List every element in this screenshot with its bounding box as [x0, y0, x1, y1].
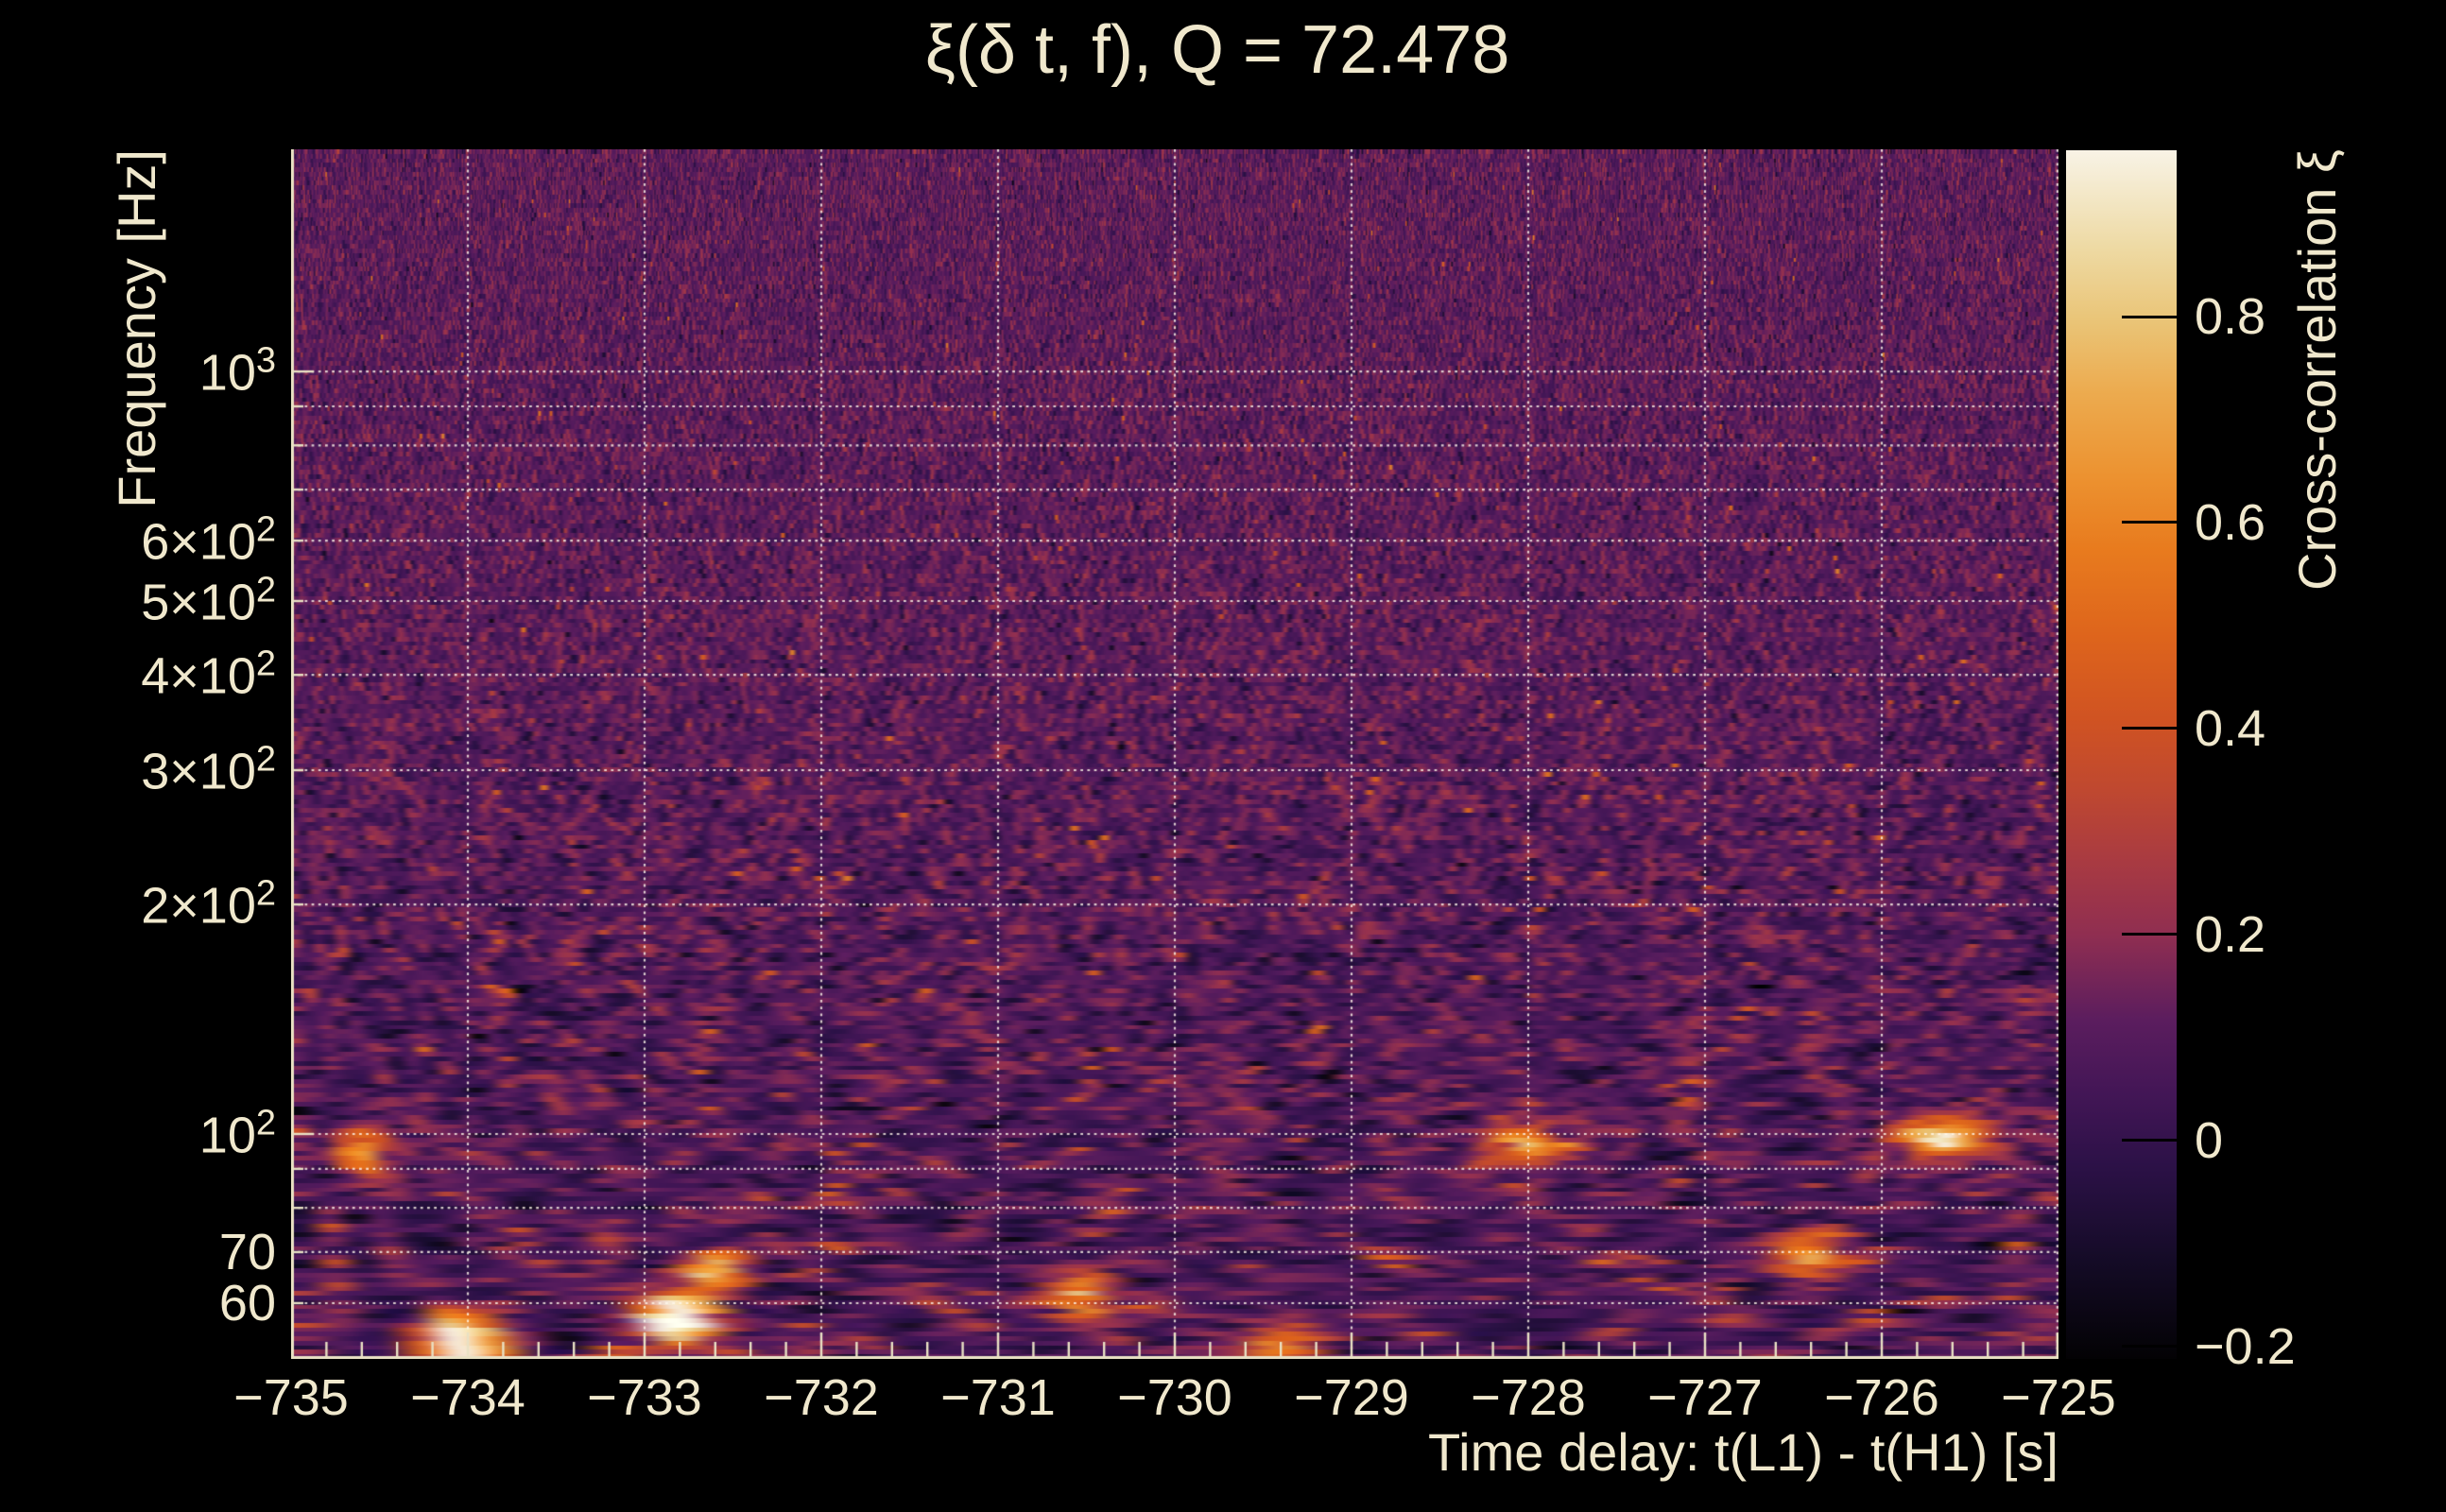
- y-tick-label: 2×102: [141, 873, 276, 935]
- x-tick-label: −734: [410, 1369, 525, 1426]
- heatmap-plot-area: [291, 149, 2058, 1359]
- colorbar-tick-label: 0: [2195, 1111, 2224, 1169]
- x-tick-label: −730: [1117, 1369, 1232, 1426]
- x-tick-label: −727: [1647, 1369, 1763, 1426]
- colorbar-tick-mark: [2122, 315, 2177, 318]
- y-tick-label: 3×102: [141, 739, 276, 800]
- x-axis-title: Time delay: t(L1) - t(H1) [s]: [1428, 1422, 2058, 1482]
- colorbar-tick-label: 0.8: [2195, 288, 2266, 346]
- y-tick-label: 103: [198, 340, 276, 402]
- x-tick-label: −729: [1294, 1369, 1409, 1426]
- colorbar-gradient: [2066, 150, 2177, 1359]
- y-tick-label: 4×102: [141, 644, 276, 705]
- x-tick-label: −733: [587, 1369, 702, 1426]
- chart-title: ξ(δ t, f), Q = 72.478: [924, 12, 1510, 88]
- colorbar-tick-label: 0.2: [2195, 905, 2266, 963]
- x-tick-label: −732: [764, 1369, 879, 1426]
- x-tick-label: −731: [940, 1369, 1056, 1426]
- y-tick-label: 60: [218, 1274, 276, 1332]
- colorbar-tick-mark: [2122, 727, 2177, 730]
- y-tick-label: 5×102: [141, 570, 276, 631]
- x-tick-label: −725: [2001, 1369, 2116, 1426]
- colorbar-tick-label: 0.6: [2195, 493, 2266, 551]
- y-tick-label: 70: [218, 1223, 276, 1280]
- colorbar-tick-mark: [2122, 1139, 2177, 1143]
- colorbar-tick-mark: [2122, 1345, 2177, 1349]
- colorbar-title: Cross-correlation ξ: [2287, 149, 2347, 591]
- colorbar-tick-mark: [2122, 933, 2177, 936]
- y-tick-label: 102: [198, 1103, 276, 1164]
- y-tick-label: 6×102: [141, 509, 276, 571]
- x-tick-label: −726: [1824, 1369, 1939, 1426]
- x-tick-label: −735: [233, 1369, 349, 1426]
- x-tick-label: −728: [1471, 1369, 1586, 1426]
- colorbar-tick-label: −0.2: [2195, 1317, 2296, 1375]
- colorbar-tick-mark: [2122, 521, 2177, 524]
- colorbar-tick-label: 0.4: [2195, 699, 2266, 757]
